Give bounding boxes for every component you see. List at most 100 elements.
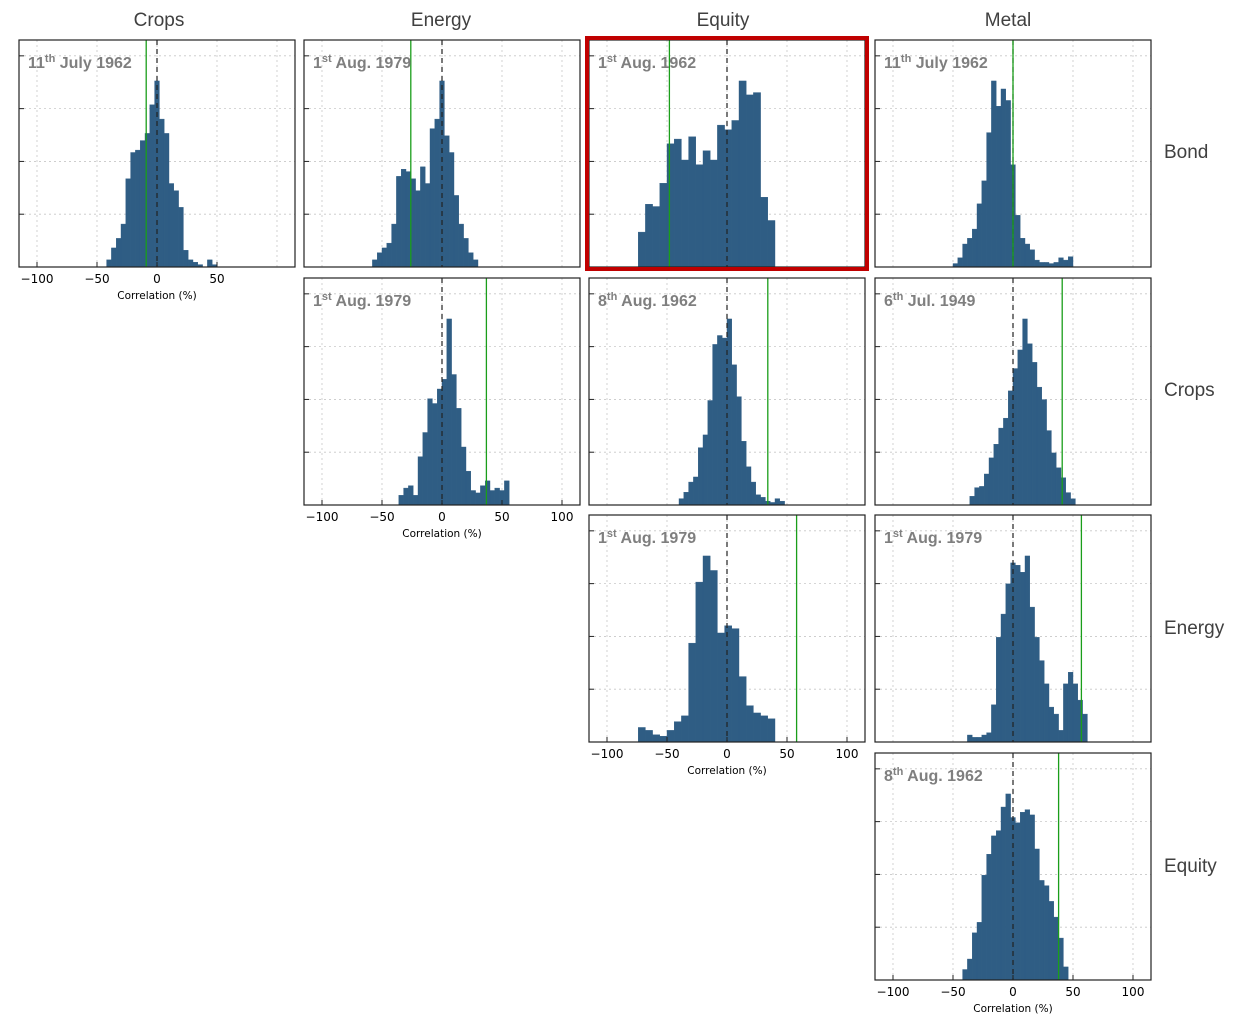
histogram-bar	[453, 195, 459, 268]
histogram-bar	[1000, 806, 1006, 981]
x-tick-label: 100	[1122, 985, 1145, 999]
histogram-bar	[417, 456, 424, 506]
row-titles: Bond Crops Energy Equity	[1164, 142, 1225, 877]
histogram-bar	[998, 427, 1004, 506]
histogram-bar	[1020, 812, 1026, 981]
histogram-bar	[986, 132, 992, 268]
x-tick-label: −50	[369, 510, 394, 524]
histogram-bar	[717, 632, 725, 743]
histogram-bar	[125, 178, 131, 268]
histogram-bar	[1029, 814, 1035, 981]
histogram-bar	[681, 159, 689, 268]
histogram-bar	[159, 118, 165, 268]
histogram-bar	[750, 481, 756, 506]
histogram-bar	[1067, 672, 1074, 743]
histogram-bar	[111, 247, 117, 268]
histogram-bar	[494, 487, 500, 506]
histogram-bar	[984, 473, 990, 506]
histogram-bar	[645, 204, 653, 268]
histogram-bar	[1043, 683, 1050, 743]
histogram-bar	[446, 318, 452, 506]
histogram-bar	[681, 715, 689, 743]
histogram-bar	[996, 830, 1002, 981]
x-tick-label: −100	[21, 272, 54, 286]
histogram-bar	[967, 238, 973, 268]
histogram-bar	[1015, 822, 1021, 981]
histogram-bar	[427, 398, 433, 506]
histogram-bar	[437, 388, 443, 506]
histogram-bar	[192, 262, 199, 268]
histogram-bar	[986, 854, 992, 981]
histogram-bar	[372, 259, 378, 268]
histogram-bar	[774, 498, 780, 506]
histogram-bar	[666, 143, 675, 268]
histogram-bar	[463, 238, 469, 268]
histogram-bar	[722, 337, 728, 506]
histogram-bar	[1008, 390, 1014, 506]
histogram-bar	[1043, 262, 1050, 268]
histogram-bar	[1024, 243, 1030, 268]
histogram-bar	[1039, 660, 1045, 743]
histogram-bar	[1000, 88, 1006, 268]
histogram-bar	[1031, 362, 1038, 506]
histogram-bar	[976, 922, 982, 981]
histogram-bar	[504, 480, 510, 506]
histogram-bar	[468, 252, 474, 268]
x-tick-label: 0	[438, 510, 446, 524]
histogram-bar	[1015, 215, 1021, 268]
histogram-bar	[386, 242, 392, 268]
x-axis-label: Correlation (%)	[402, 528, 481, 540]
histogram-bar	[659, 735, 668, 743]
histogram-bar	[674, 138, 682, 268]
row-title-bond: Bond	[1164, 142, 1208, 163]
panel-date-label: 1st Aug. 1979	[313, 291, 411, 310]
panel-date-label: 1st Aug. 1979	[313, 53, 411, 72]
highlight-box	[585, 36, 869, 271]
x-tick-label: 100	[551, 510, 574, 524]
x-tick-label: 50	[494, 510, 509, 524]
histogram-bar	[712, 344, 718, 506]
histogram-bar	[760, 715, 768, 743]
histogram-bar	[475, 492, 481, 506]
x-tick-label: 0	[723, 747, 731, 761]
x-tick-label: −100	[591, 747, 624, 761]
histogram-bar	[993, 444, 999, 506]
histogram-bar	[702, 150, 711, 268]
histogram-bar	[1072, 683, 1078, 743]
histogram-bar	[996, 106, 1002, 268]
histogram-bar	[429, 128, 435, 268]
histogram-bar	[724, 129, 732, 268]
histogram-bar	[746, 705, 754, 743]
histogram-bar	[1034, 637, 1040, 743]
histogram-bar	[969, 496, 975, 506]
histogram-bar	[1027, 343, 1033, 506]
histogram-panel-crops-equity: 8th Aug. 1962	[588, 277, 866, 506]
histogram-panel-crops-metal: 6th Jul. 1949	[874, 277, 1152, 506]
column-titles: Crops Energy Equity Metal	[134, 10, 1032, 31]
histogram-bar	[410, 178, 416, 268]
x-tick-label: −50	[84, 272, 109, 286]
histogram-bar	[163, 133, 170, 268]
histogram-bar	[710, 570, 718, 743]
histogram-bar	[1024, 809, 1030, 981]
panel-date-label: 8th Aug. 1962	[884, 766, 983, 785]
histogram-bar	[717, 124, 725, 268]
histogram-bar	[979, 486, 985, 506]
histogram-bar	[1063, 683, 1069, 743]
histogram-bar	[666, 730, 675, 743]
histogram-bar	[489, 490, 496, 506]
histogram-bar	[746, 466, 752, 506]
histogram-bar	[710, 159, 718, 268]
histogram-bar	[974, 487, 980, 506]
panel-date-label: 6th Jul. 1949	[884, 291, 975, 310]
panel-date-label: 1st Aug. 1979	[598, 528, 696, 547]
histogram-bar	[991, 704, 997, 743]
x-tick-label: 50	[779, 747, 794, 761]
row-title-crops: Crops	[1164, 380, 1215, 401]
histogram-bar	[1058, 257, 1064, 268]
histogram-bar	[441, 379, 448, 506]
histogram-bar	[1067, 256, 1074, 268]
histogram-bar	[1017, 349, 1023, 506]
histogram-bar	[432, 403, 438, 506]
